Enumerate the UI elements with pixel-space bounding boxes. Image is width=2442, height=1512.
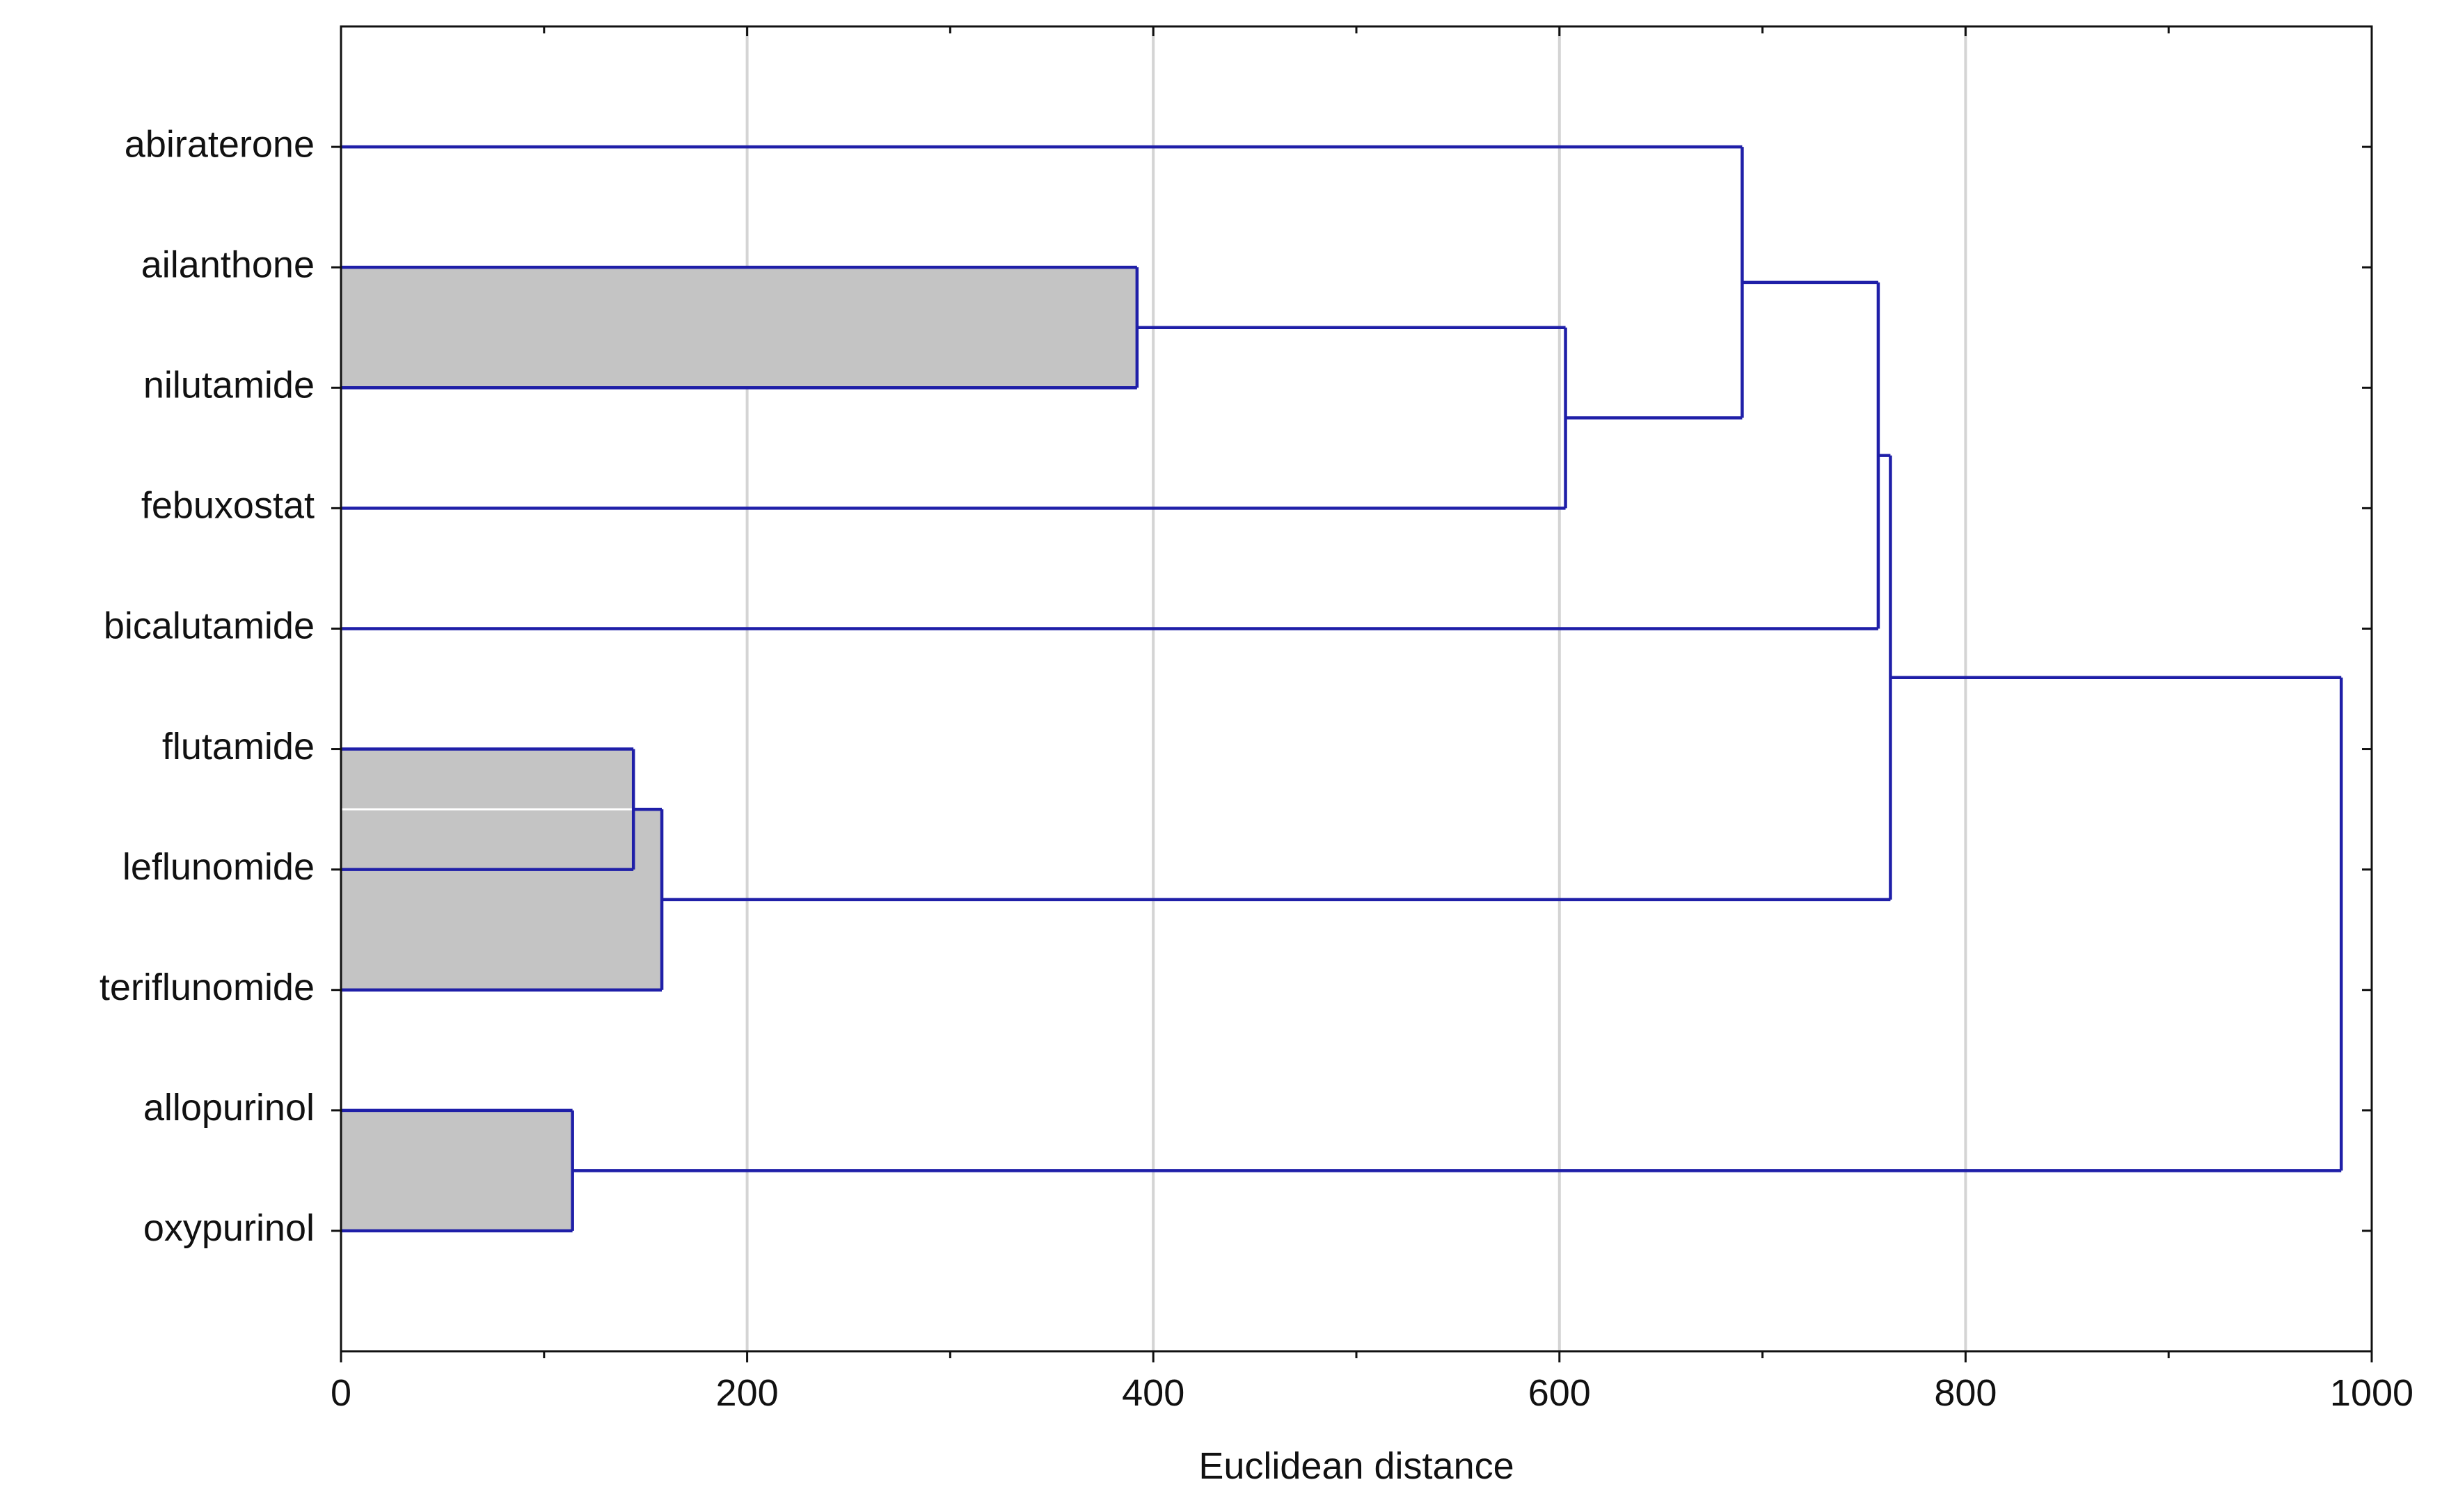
leaf-label: febuxostat (141, 485, 315, 527)
leaf-label: abiraterone (125, 123, 315, 165)
leaf-label: ailanthone (141, 244, 315, 285)
plot-frame (340, 25, 2373, 1353)
x-tick-label: 800 (1934, 1372, 1997, 1414)
leaf-label: nilutamide (143, 365, 315, 406)
leaf-label: allopurinol (143, 1087, 315, 1129)
leaf-label: flutamide (162, 726, 315, 767)
leaf-label: oxypurinol (143, 1207, 315, 1249)
x-tick-label: 1000 (2330, 1372, 2413, 1414)
x-tick-label: 400 (1122, 1372, 1184, 1414)
cluster-box (340, 266, 1139, 389)
leaf-label: bicalutamide (104, 605, 315, 647)
layer (341, 145, 2343, 1233)
layer (745, 26, 1967, 1351)
x-tick-label: 600 (1528, 1372, 1591, 1414)
x-tick-label: 0 (331, 1372, 351, 1414)
leaf-label: leflunomide (122, 846, 315, 888)
layer: 0 200 400 600 800 1000 abiraterone ailanthone ni… (100, 25, 2413, 1414)
leaf-label: teriflunomide (100, 966, 315, 1008)
cluster-box (340, 1109, 574, 1232)
cluster-box (340, 808, 663, 992)
x-axis-label: Euclidean distance (1198, 1445, 1514, 1487)
x-tick-label: 200 (716, 1372, 779, 1414)
